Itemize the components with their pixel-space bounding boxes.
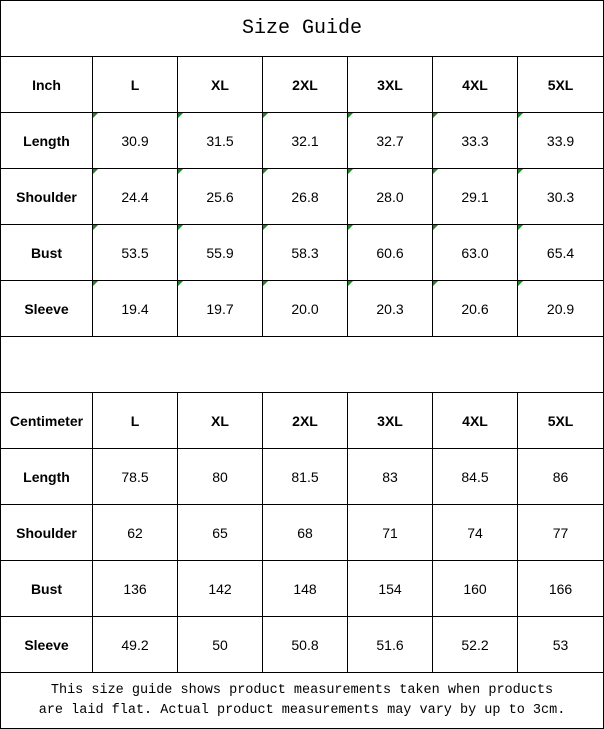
size-header-3xl: 3XL <box>347 56 433 113</box>
row-label: Shoulder <box>0 168 93 225</box>
measurement-cell: 19.7 <box>177 280 263 337</box>
row-label: Sleeve <box>0 616 93 673</box>
measurement-cell: 71 <box>347 504 433 561</box>
note-row: This size guide shows product measuremen… <box>0 672 604 729</box>
measurement-cell: 68 <box>262 504 348 561</box>
measurement-cell: 32.1 <box>262 112 348 169</box>
measurement-cell: 20.9 <box>516 280 604 337</box>
measurement-cell: 53 <box>516 616 604 673</box>
table-row: Shoulder 62 65 68 71 74 77 <box>0 504 604 561</box>
row-label: Shoulder <box>0 504 93 561</box>
row-label: Length <box>0 112 93 169</box>
measurement-cell: 30.9 <box>92 112 178 169</box>
table-row: Sleeve 19.4 19.7 20.0 20.3 20.6 20.9 <box>0 280 604 337</box>
row-label: Bust <box>0 560 93 617</box>
measurement-cell: 29.1 <box>432 168 518 225</box>
measurement-cell: 58.3 <box>262 224 348 281</box>
measurement-cell: 32.7 <box>347 112 433 169</box>
centimeter-header-row: Centimeter L XL 2XL 3XL 4XL 5XL <box>0 392 604 449</box>
measurement-cell: 28.0 <box>347 168 433 225</box>
note-line-2: are laid flat. Actual product measuremen… <box>38 702 566 718</box>
measurement-cell: 86 <box>516 448 604 505</box>
spacer-row <box>0 336 604 393</box>
size-header-3xl: 3XL <box>347 392 433 449</box>
measurement-cell: 20.6 <box>432 280 518 337</box>
measurement-cell: 154 <box>347 560 433 617</box>
size-header-5xl: 5XL <box>516 392 604 449</box>
row-label: Bust <box>0 224 93 281</box>
table-row: Length 30.9 31.5 32.1 32.7 33.3 33.9 <box>0 112 604 169</box>
measurement-cell: 77 <box>516 504 604 561</box>
measurement-cell: 166 <box>516 560 604 617</box>
size-header-xl: XL <box>177 56 263 113</box>
unit-header: Inch <box>0 56 93 113</box>
measurement-cell: 81.5 <box>262 448 348 505</box>
table-row: Shoulder 24.4 25.6 26.8 28.0 29.1 30.3 <box>0 168 604 225</box>
inch-header-row: Inch L XL 2XL 3XL 4XL 5XL <box>0 56 604 113</box>
measurement-cell: 19.4 <box>92 280 178 337</box>
measurement-cell: 60.6 <box>347 224 433 281</box>
measurement-cell: 148 <box>262 560 348 617</box>
size-header-4xl: 4XL <box>432 56 518 113</box>
measurement-cell: 52.2 <box>432 616 518 673</box>
table-row: Length 78.5 80 81.5 83 84.5 86 <box>0 448 604 505</box>
measurement-cell: 24.4 <box>92 168 178 225</box>
measurement-cell: 80 <box>177 448 263 505</box>
measurement-cell: 84.5 <box>432 448 518 505</box>
measurement-cell: 78.5 <box>92 448 178 505</box>
size-header-2xl: 2XL <box>262 56 348 113</box>
spacer-cell <box>0 336 604 393</box>
measurement-cell: 26.8 <box>262 168 348 225</box>
measurement-cell: 65 <box>177 504 263 561</box>
measurement-cell: 83 <box>347 448 433 505</box>
row-label: Sleeve <box>0 280 93 337</box>
measurement-cell: 20.3 <box>347 280 433 337</box>
row-label: Length <box>0 448 93 505</box>
measurement-cell: 50 <box>177 616 263 673</box>
table-row: Bust 53.5 55.9 58.3 60.6 63.0 65.4 <box>0 224 604 281</box>
size-header-l: L <box>92 392 178 449</box>
size-header-l: L <box>92 56 178 113</box>
measurement-cell: 33.3 <box>432 112 518 169</box>
measurement-cell: 25.6 <box>177 168 263 225</box>
measurement-cell: 136 <box>92 560 178 617</box>
measurement-cell: 20.0 <box>262 280 348 337</box>
measurement-cell: 53.5 <box>92 224 178 281</box>
measurement-cell: 55.9 <box>177 224 263 281</box>
measurement-cell: 65.4 <box>516 224 604 281</box>
unit-header: Centimeter <box>0 392 93 449</box>
measurement-cell: 50.8 <box>262 616 348 673</box>
measurement-cell: 160 <box>432 560 518 617</box>
measurement-cell: 33.9 <box>516 112 604 169</box>
measurement-cell: 31.5 <box>177 112 263 169</box>
size-header-xl: XL <box>177 392 263 449</box>
measurement-cell: 49.2 <box>92 616 178 673</box>
measurement-cell: 74 <box>432 504 518 561</box>
page-title: Size Guide <box>0 0 604 57</box>
size-note: This size guide shows product measuremen… <box>0 672 604 729</box>
size-header-5xl: 5XL <box>516 56 604 113</box>
measurement-cell: 51.6 <box>347 616 433 673</box>
size-header-4xl: 4XL <box>432 392 518 449</box>
measurement-cell: 142 <box>177 560 263 617</box>
measurement-cell: 62 <box>92 504 178 561</box>
table-row: Bust 136 142 148 154 160 166 <box>0 560 604 617</box>
measurement-cell: 30.3 <box>516 168 604 225</box>
size-header-2xl: 2XL <box>262 392 348 449</box>
measurement-cell: 63.0 <box>432 224 518 281</box>
note-line-1: This size guide shows product measuremen… <box>50 682 554 698</box>
table-row: Sleeve 49.2 50 50.8 51.6 52.2 53 <box>0 616 604 673</box>
